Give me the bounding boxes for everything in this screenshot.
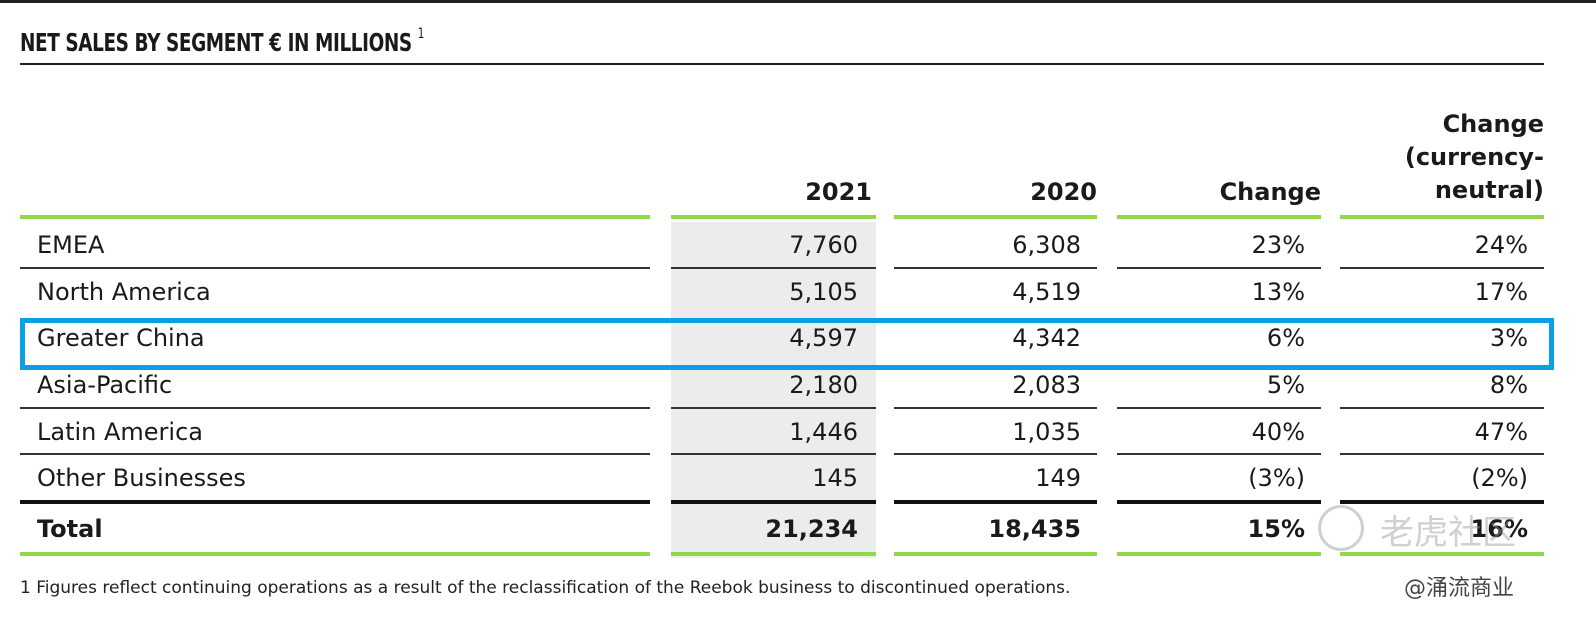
header-rule <box>894 215 1097 219</box>
value-change: (3%) <box>1248 464 1305 492</box>
value-change-cn: 47% <box>1474 418 1528 446</box>
row-separator <box>1340 407 1544 409</box>
value-change: 13% <box>1251 278 1305 306</box>
total-rule <box>1340 500 1544 504</box>
bottom-rule <box>1340 552 1544 556</box>
value-change: 6% <box>1266 324 1305 352</box>
value-change: 5% <box>1266 371 1305 399</box>
row-separator <box>20 453 650 455</box>
top-border <box>0 0 1596 3</box>
value-2020: 149 <box>1035 464 1081 492</box>
row-separator <box>1340 453 1544 455</box>
value-change-cn: 8% <box>1489 371 1528 399</box>
title-rule <box>20 63 1544 65</box>
bottom-rule <box>671 552 876 556</box>
row-separator <box>1117 267 1321 269</box>
row-label: Other Businesses <box>37 464 246 492</box>
row-separator <box>20 407 650 409</box>
row-separator <box>20 267 650 269</box>
total-2020: 18,435 <box>988 515 1081 543</box>
total-label: Total <box>37 515 103 543</box>
header-line: Change <box>1442 110 1544 138</box>
total-change: 15% <box>1247 515 1305 543</box>
header-line: (currency- <box>1404 143 1544 171</box>
total-rule <box>1117 500 1321 504</box>
header-rule <box>1117 215 1321 219</box>
header-rule <box>20 215 650 219</box>
value-2020: 6,308 <box>1012 231 1081 259</box>
total-2021: 21,234 <box>765 515 858 543</box>
row-label: Asia-Pacific <box>37 371 173 399</box>
table-row: Other Businesses 145 149 (3%) (2%) <box>0 455 1596 501</box>
row-separator <box>894 407 1097 409</box>
bottom-rule <box>894 552 1097 556</box>
row-separator <box>894 453 1097 455</box>
value-2021: 2,180 <box>789 371 858 399</box>
row-label: North America <box>37 278 211 306</box>
value-2020: 1,035 <box>1012 418 1081 446</box>
value-change-cn: (2%) <box>1471 464 1528 492</box>
total-rule <box>671 500 876 504</box>
value-change-cn: 24% <box>1474 231 1528 259</box>
row-label: Greater China <box>37 324 205 352</box>
row-separator <box>671 267 876 269</box>
value-2021: 1,446 <box>789 418 858 446</box>
row-separator <box>1117 407 1321 409</box>
value-change: 23% <box>1251 231 1305 259</box>
table-row: Greater China 4,597 4,342 6% 3% <box>0 315 1596 361</box>
value-2021: 5,105 <box>789 278 858 306</box>
table-row: EMEA 7,760 6,308 23% 24% <box>0 222 1596 268</box>
footnote: 1 Figures reflect continuing operations … <box>20 578 1071 598</box>
value-2021: 7,760 <box>789 231 858 259</box>
header-line: neutral) <box>1434 176 1544 204</box>
header-2020: 2020 <box>1030 178 1097 206</box>
value-2020: 2,083 <box>1012 371 1081 399</box>
total-rule <box>894 500 1097 504</box>
header-rule <box>1340 215 1544 219</box>
row-separator <box>894 267 1097 269</box>
total-change-cn: 16% <box>1470 515 1528 543</box>
bottom-rule <box>1117 552 1321 556</box>
watermark-logo-icon <box>1318 505 1364 551</box>
watermark-primary: 老虎社区 <box>1380 513 1516 553</box>
value-change-cn: 3% <box>1489 324 1528 352</box>
value-2021: 4,597 <box>789 324 858 352</box>
header-change: Change <box>1219 178 1321 206</box>
bottom-rule <box>20 552 650 556</box>
title-text: NET SALES BY SEGMENT € IN MILLIONS <box>20 28 412 57</box>
table-title: NET SALES BY SEGMENT € IN MILLIONS 1 <box>20 25 425 57</box>
row-separator <box>1117 453 1321 455</box>
total-rule <box>20 500 650 504</box>
watermark-secondary: @涌流商业 <box>1404 576 1515 601</box>
header-change-currency-neutral: Change (currency- neutral) <box>1340 108 1544 207</box>
header-2021: 2021 <box>805 178 872 206</box>
row-label: EMEA <box>37 231 105 259</box>
value-change: 40% <box>1251 418 1305 446</box>
row-separator <box>1340 267 1544 269</box>
row-separator <box>671 407 876 409</box>
value-2020: 4,342 <box>1012 324 1081 352</box>
table-row: Asia-Pacific 2,180 2,083 5% 8% <box>0 362 1596 408</box>
value-change-cn: 17% <box>1474 278 1528 306</box>
greater-china-highlight-box <box>20 318 1554 370</box>
total-row: Total 21,234 18,435 15% 16% <box>0 506 1596 552</box>
table-row: Latin America 1,446 1,035 40% 47% <box>0 409 1596 455</box>
value-2021: 145 <box>812 464 858 492</box>
row-separator <box>671 453 876 455</box>
title-footnote-mark: 1 <box>417 25 425 42</box>
table-row: North America 5,105 4,519 13% 17% <box>0 269 1596 315</box>
row-label: Latin America <box>37 418 203 446</box>
header-rule <box>671 215 876 219</box>
value-2020: 4,519 <box>1012 278 1081 306</box>
